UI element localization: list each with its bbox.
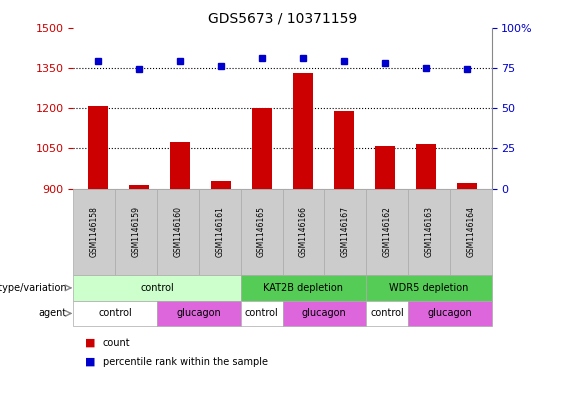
Text: GSM1146166: GSM1146166 — [299, 206, 308, 257]
Text: control: control — [370, 309, 404, 318]
Bar — [129, 185, 149, 393]
Bar — [211, 181, 231, 393]
Bar — [252, 108, 272, 393]
Text: glucagon: glucagon — [302, 309, 347, 318]
Bar — [88, 106, 108, 393]
Text: GSM1146160: GSM1146160 — [173, 206, 182, 257]
Bar — [293, 73, 313, 393]
Text: WDR5 depletion: WDR5 depletion — [389, 283, 468, 293]
Text: ■: ■ — [85, 338, 95, 348]
Text: GSM1146162: GSM1146162 — [383, 206, 392, 257]
Text: GSM1146161: GSM1146161 — [215, 206, 224, 257]
Text: KAT2B depletion: KAT2B depletion — [263, 283, 344, 293]
Bar — [334, 111, 354, 393]
Bar — [416, 143, 436, 393]
Text: GSM1146165: GSM1146165 — [257, 206, 266, 257]
Bar — [170, 142, 190, 393]
Bar — [457, 183, 477, 393]
Text: GSM1146164: GSM1146164 — [466, 206, 475, 257]
Text: glucagon: glucagon — [176, 309, 221, 318]
Text: control: control — [245, 309, 279, 318]
Text: genotype/variation: genotype/variation — [0, 283, 67, 293]
Text: GSM1146163: GSM1146163 — [424, 206, 433, 257]
Text: GSM1146167: GSM1146167 — [341, 206, 350, 257]
Text: control: control — [98, 309, 132, 318]
Text: agent: agent — [38, 309, 67, 318]
Text: glucagon: glucagon — [427, 309, 472, 318]
Bar — [375, 146, 396, 393]
Text: GSM1146159: GSM1146159 — [132, 206, 141, 257]
Text: GSM1146158: GSM1146158 — [90, 206, 99, 257]
Text: percentile rank within the sample: percentile rank within the sample — [103, 356, 268, 367]
Text: ■: ■ — [85, 356, 95, 367]
Text: control: control — [140, 283, 174, 293]
Text: GDS5673 / 10371159: GDS5673 / 10371159 — [208, 12, 357, 26]
Text: count: count — [103, 338, 131, 348]
